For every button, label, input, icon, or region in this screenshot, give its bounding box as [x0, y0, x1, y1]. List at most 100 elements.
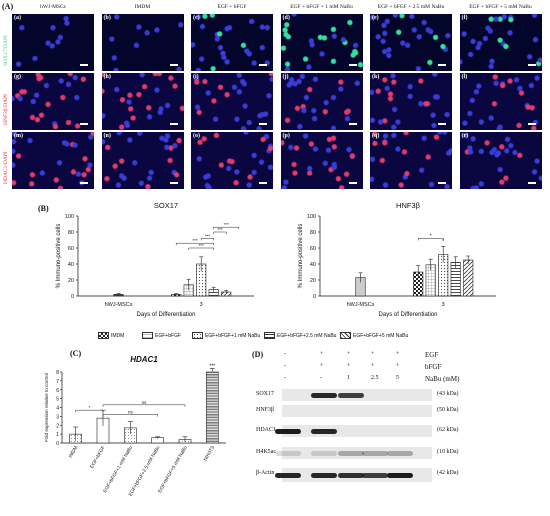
micrograph-tile: (h) — [101, 73, 184, 130]
treatment-mark: - — [320, 375, 322, 381]
significance-bracket — [75, 409, 104, 413]
legend-item: EGF+bFGF+5 mM NaBu — [340, 332, 408, 339]
treatment-mark: 5 — [396, 375, 399, 381]
micrograph-tile: (b) — [101, 14, 184, 71]
treatment-mark: + — [320, 363, 324, 369]
scale-bar — [259, 123, 267, 125]
blot-band — [338, 472, 364, 478]
significance-bracket — [188, 247, 214, 250]
column-header-3: EGF + bFGF + 1 mM NaBu — [290, 4, 353, 10]
blot-strip — [282, 389, 432, 401]
tile-label: (j) — [282, 74, 289, 80]
micrograph-tile: (l) — [459, 73, 542, 130]
chart-title: SOX17 — [154, 201, 178, 210]
hdac1-chart: HDAC1 0 1 2 3 4 5 6 7 8 Fold expression relative t… — [44, 355, 226, 497]
blot-band — [275, 450, 301, 456]
row-label-2: HDAC1/DAPI — [3, 151, 9, 184]
y-tick-label: 4 — [56, 406, 59, 412]
tile-label: (n) — [103, 133, 111, 139]
significance-bracket — [213, 231, 227, 234]
treatment-mark: 2.5 — [371, 375, 379, 381]
hnf3b-chart: HNF3β 0 20 40 60 80 100% Immuno-positive cells… — [298, 201, 496, 318]
bar — [206, 371, 219, 444]
blot-band — [387, 472, 413, 478]
y-tick-label: 60 — [68, 246, 74, 252]
legend-swatch — [340, 332, 351, 339]
x-tick-label: IMDM — [68, 445, 80, 459]
significance-mark: * — [442, 239, 444, 245]
x-tick-label: EGF+bFGF+5 mM NaBu — [157, 445, 189, 494]
molecular-weight-label: (43 kDa) — [437, 391, 459, 397]
blot-band — [311, 428, 337, 434]
significance-mark: *** — [209, 363, 215, 369]
significance-bracket — [102, 404, 186, 407]
legend-label: EGF+bFGF+2.5 mM NaBu — [277, 332, 337, 339]
tile-label: (l) — [461, 74, 468, 80]
legend-item: EGF+bFGF — [142, 332, 181, 339]
micrograph-tile: (o) — [191, 132, 273, 189]
y-tick-label: 20 — [68, 278, 74, 284]
panel-a-letter: (A) — [2, 2, 14, 11]
molecular-weight-label: (62 kDa) — [437, 427, 459, 433]
tile-label: (k) — [372, 74, 380, 80]
scale-bar — [438, 123, 446, 125]
scale-bar — [348, 182, 357, 184]
significance-mark: * — [430, 233, 432, 239]
legend-item: EGF+bFGF+1 mM NaBu — [192, 332, 260, 339]
tile-label: (d) — [282, 15, 290, 21]
blot-strip — [275, 447, 432, 459]
group-label: hWJ-MSCs — [347, 302, 375, 308]
legend-swatch — [192, 332, 203, 339]
protein-label: HDAC1 — [256, 427, 277, 433]
legend-swatch — [98, 332, 109, 339]
legend-swatch — [264, 332, 275, 339]
treatment-mark: + — [371, 351, 375, 357]
scale-bar — [80, 182, 88, 184]
blot-band — [311, 450, 337, 456]
micrograph-tile: (c) — [191, 14, 273, 71]
tile-label: (h) — [103, 74, 111, 80]
significance-mark: *** — [217, 227, 223, 232]
micrograph-tile: (q) — [370, 132, 452, 189]
micrograph-tile: (f) — [459, 14, 542, 71]
significance-mark: ns — [128, 410, 134, 415]
scale-bar — [527, 182, 536, 184]
tile-label: (c) — [193, 15, 200, 21]
micrograph-tile: (d) — [280, 14, 363, 71]
scale-bar — [80, 123, 88, 125]
treatment-mark: - — [284, 363, 286, 369]
scale-bar — [527, 64, 536, 66]
x-axis-label: Days of Differentiation — [137, 312, 196, 318]
legend-label: EGF+bFGF — [155, 332, 181, 339]
micrograph-tile: (i) — [191, 73, 273, 130]
y-tick-label: 100 — [307, 214, 316, 220]
significance-bracket — [200, 238, 214, 241]
legend-swatch — [142, 332, 153, 339]
y-tick-label: 40 — [310, 262, 316, 268]
micrograph-tile: (j) — [280, 73, 363, 130]
chart-title: HNF3β — [396, 201, 421, 210]
y-tick-label: 100 — [65, 214, 74, 220]
y-tick-label: 7 — [56, 379, 59, 385]
legend-item: EGF+bFGF+2.5 mM NaBu — [264, 332, 336, 339]
legend-label: EGF+bFGF+1 mM NaBu — [205, 332, 261, 339]
scale-bar — [169, 64, 178, 66]
micrograph-tile: (n) — [101, 132, 184, 189]
blot-band — [362, 472, 388, 478]
blot-band — [338, 450, 364, 456]
micrograph-tile: (a) — [12, 14, 94, 71]
panel-d-letter: (D) — [252, 350, 264, 359]
y-tick-label: 8 — [56, 370, 59, 376]
blot-strip — [275, 468, 432, 482]
significance-mark: ns — [142, 400, 148, 405]
scale-bar — [80, 64, 88, 66]
significance-mark: * — [88, 405, 90, 410]
treatment-mark: + — [347, 363, 351, 369]
molecular-weight-label: (50 kDa) — [437, 407, 459, 413]
micrograph-tile: (p) — [280, 132, 363, 189]
significance-bracket — [102, 414, 158, 417]
treatment-mark: - — [284, 351, 286, 357]
y-tick-label: 1 — [56, 432, 59, 438]
panel-c-letter: (C) — [70, 349, 82, 358]
legend-label: IMDM — [111, 332, 125, 339]
